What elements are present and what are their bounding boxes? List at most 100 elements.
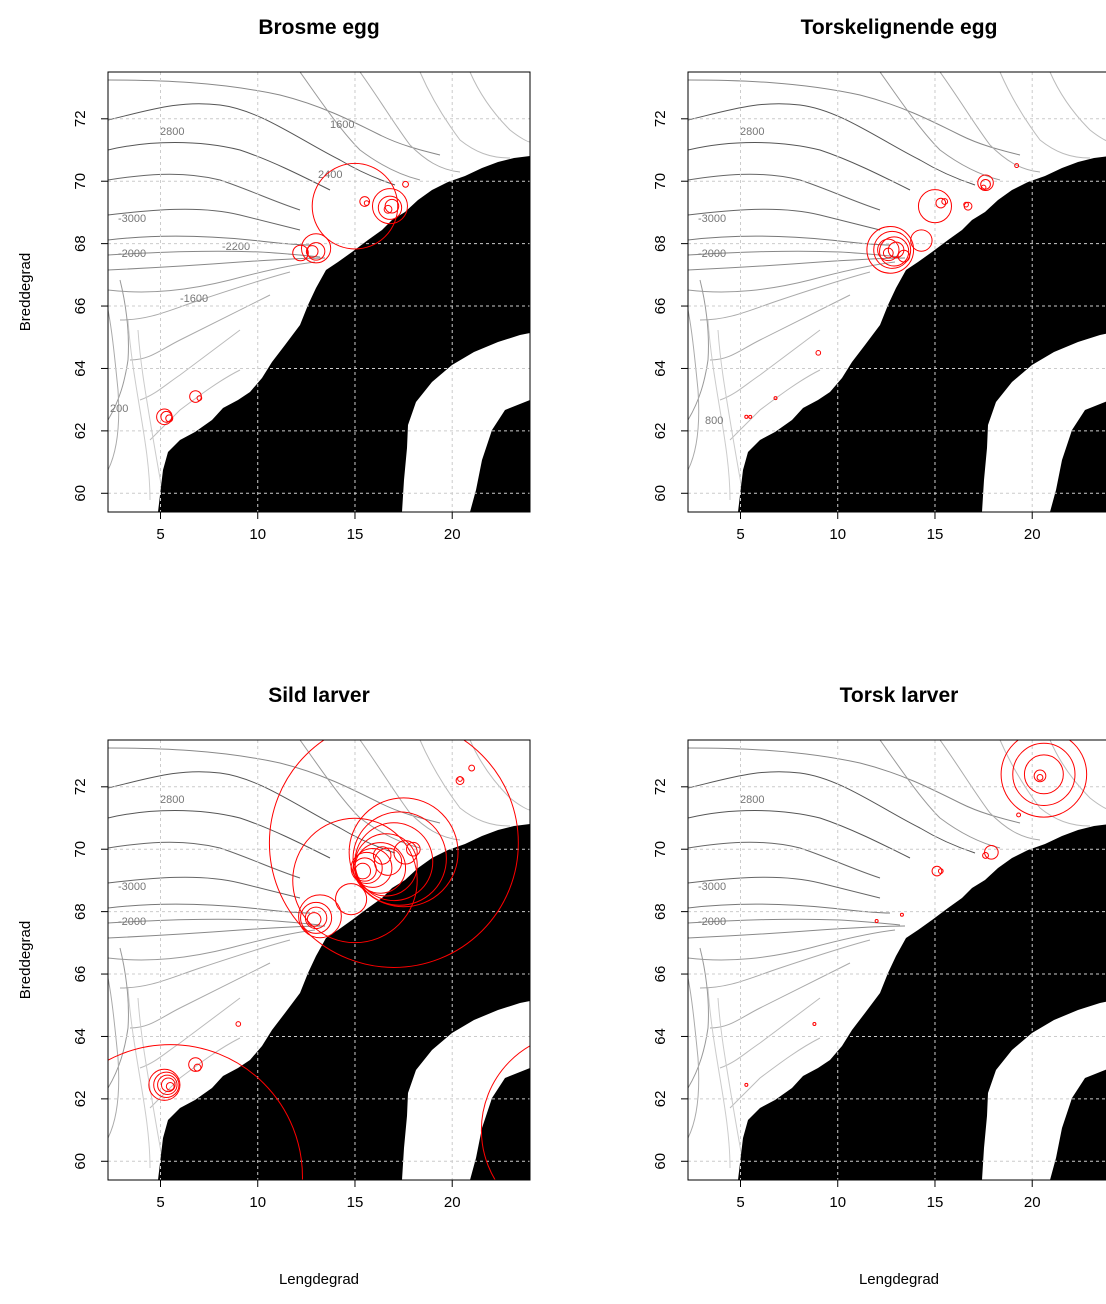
data-circle [480,1045,530,1180]
data-circle [193,1063,202,1072]
contour-label: 2800 [160,794,184,806]
data-circle [354,842,407,894]
x-tick-label: 10 [829,526,846,543]
data-circle [157,1074,178,1096]
data-circle [982,852,989,859]
data-circle [311,162,399,250]
data-circle [866,226,915,274]
y-axis-title: Breddegrad [17,921,34,999]
data-circle [748,414,753,419]
data-circle [897,249,911,263]
contour-label: -1600 [180,293,208,305]
data-circle [879,236,910,267]
data-circle [1012,742,1076,806]
data-circle [406,841,421,857]
x-tick-label: 15 [347,526,364,543]
contour-label: -2000 [698,916,726,928]
plot-area: 2800 -3000 -2000 800 [688,72,1106,512]
data-circle [292,244,309,262]
plot-area: 2800 -3000 -2000 -1600 1600 2400 -2200 200 [108,72,530,512]
data-circle [371,188,408,225]
contour-label: 800 [705,415,723,427]
y-tick-label: 64 [652,360,669,377]
contour-label: 200 [110,403,128,415]
data-circle [196,395,203,401]
data-circle [1023,754,1064,795]
data-circle [160,1077,176,1093]
data-circle [235,1021,242,1027]
data-circle [744,414,749,419]
data-circle [153,1071,180,1098]
y-tick-label: 72 [652,110,669,127]
x-axis-title: Lengdegrad [859,1271,939,1288]
data-circle [268,740,519,968]
chart-title: Brosme egg [258,16,379,39]
contour-label: -3000 [698,881,726,893]
data-circle [393,840,418,865]
data-circle [363,200,370,206]
y-tick-label: 72 [72,110,89,127]
data-circle [160,410,173,423]
y-tick-label: 60 [652,485,669,502]
data-circle [910,229,933,252]
data-circle [1016,812,1022,818]
data-circle [815,350,822,356]
data-circle [306,912,322,927]
contour-label: -2200 [222,241,250,253]
data-circle [941,198,949,205]
data-circle [300,901,333,934]
y-tick-label: 70 [652,841,669,858]
plot-frame [687,739,1106,1181]
data-circle [354,862,372,880]
data-circle [298,894,342,939]
plot-frame [687,71,1106,513]
y-tick-label: 66 [652,298,669,315]
data-circle [165,1081,175,1091]
x-tick-label: 20 [1024,526,1041,543]
data-circle [931,865,943,877]
data-circle [292,817,418,944]
data-circle [304,906,328,930]
data-circle [980,184,987,191]
plot-area: 2800 -3000 -2000 [688,740,1106,1180]
x-tick-label: 20 [444,1194,461,1211]
y-tick-label: 60 [72,485,89,502]
chart-title: Sild larver [268,684,370,707]
chart-panel-2: Torskelignende egg 2800 -3000 -2000 800 5 10 15… [652,16,1106,543]
data-circle [873,230,912,269]
y-tick-label: 68 [72,903,89,920]
contour-label: 1600 [330,119,354,131]
y-tick-label: 62 [72,423,89,440]
plot-frame [107,739,531,1181]
data-circle [188,1057,203,1072]
data-circle [372,846,392,865]
x-tick-label: 5 [156,526,164,543]
y-tick-label: 68 [652,903,669,920]
data-circle [899,912,904,917]
data-circle [350,851,383,885]
contour-label: -2000 [118,248,146,260]
y-tick-label: 72 [72,778,89,795]
x-tick-label: 10 [249,526,266,543]
y-tick-label: 62 [72,1091,89,1108]
data-circle [377,195,403,220]
y-tick-label: 68 [72,235,89,252]
data-circle [917,189,953,224]
y-tick-label: 66 [72,966,89,983]
data-circle [773,396,778,401]
x-axis-title: Lengdegrad [279,1271,359,1288]
data-circle [1000,740,1088,818]
y-tick-label: 66 [652,966,669,983]
contour-label: -2000 [118,916,146,928]
contour-label: 2800 [740,126,764,138]
data-circle [744,1082,749,1087]
y-tick-label: 70 [652,173,669,190]
data-circle [877,238,900,262]
x-tick-label: 15 [927,526,944,543]
y-tick-label: 60 [72,1153,89,1170]
x-tick-label: 15 [927,1194,944,1211]
data-circle [305,245,319,258]
contour-label: -3000 [698,213,726,225]
plot-frame [107,71,531,513]
